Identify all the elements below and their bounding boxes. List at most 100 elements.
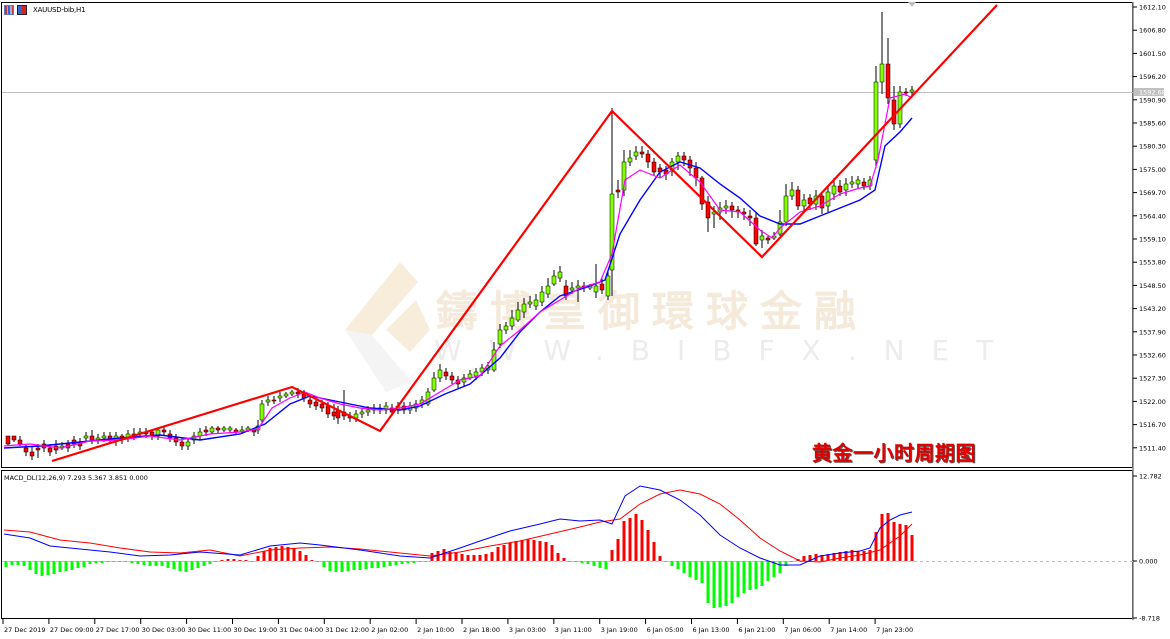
price-tick-label: 1606.80	[1139, 27, 1166, 35]
macd-histogram-bar	[856, 551, 860, 561]
macd-histogram-bar	[802, 556, 806, 561]
macd-histogram-bar	[346, 561, 350, 571]
candle-body	[645, 153, 651, 163]
macd-histogram-bar	[304, 555, 308, 561]
price-axis[interactable]: 1612.10 1606.80 1601.50 1596.20 1590.90 1585.…	[1133, 4, 1166, 453]
macd-histogram-bar	[520, 540, 524, 561]
macd-histogram-bar	[766, 561, 770, 581]
macd-histogram-bar	[298, 551, 302, 561]
chart-title: XAUUSD-bib,H1	[33, 6, 86, 14]
candle-body	[313, 401, 319, 407]
candle-body	[909, 89, 915, 93]
macd-histogram-bar	[556, 553, 560, 561]
macd-histogram-bar	[28, 561, 32, 570]
macd-histogram-bar	[736, 561, 740, 597]
macd-histogram-bar	[190, 561, 194, 570]
symbol-icon[interactable]	[17, 5, 27, 15]
macd-histogram-bar	[382, 561, 386, 567]
candle-body	[449, 375, 455, 381]
macd-histogram-bar	[826, 554, 830, 561]
macd-histogram-bar	[724, 561, 728, 606]
macd-histogram-bar	[436, 551, 440, 561]
macd-histogram-bar	[256, 556, 260, 561]
time-tick-label: 2 Jan 10:00	[417, 626, 454, 634]
macd-histogram-bar	[424, 561, 428, 562]
price-tick-label: 1596.20	[1139, 73, 1166, 81]
price-tick-label: 1532.60	[1139, 352, 1166, 360]
macd-histogram-bar	[166, 561, 170, 568]
macd-histogram-bar	[316, 561, 320, 562]
macd-histogram-bar	[832, 553, 836, 561]
macd-histogram-bar	[574, 561, 578, 562]
macd-histogram-bar	[730, 561, 734, 603]
candle-body	[295, 391, 301, 395]
macd-histogram-bar	[118, 561, 122, 562]
macd-histogram-bar	[322, 561, 326, 567]
macd-histogram-bar	[760, 561, 764, 586]
macd-histogram-bar	[100, 561, 104, 563]
macd-histogram-bar	[526, 539, 530, 561]
price-tick-label: 1548.50	[1139, 282, 1166, 290]
macd-histogram-bar	[172, 561, 176, 569]
macd-histogram-bar	[886, 513, 890, 561]
macd-histogram-bar	[484, 554, 488, 561]
macd-histogram-bar	[652, 542, 656, 561]
candle-body	[705, 201, 711, 219]
price-tick-label: 1516.70	[1139, 421, 1166, 429]
candle-body	[265, 399, 271, 403]
candle-body	[325, 405, 331, 415]
macd-histogram-bar	[460, 554, 464, 561]
price-tick-label: 1559.10	[1139, 236, 1166, 244]
candle-body	[651, 161, 657, 173]
macd-histogram-bar	[448, 552, 452, 561]
macd-histogram-bar	[76, 561, 80, 568]
candle-body	[789, 189, 795, 197]
candle-body	[443, 371, 449, 377]
macd-histogram-bar	[694, 561, 698, 580]
macd-histogram-bar	[472, 555, 476, 561]
zigzag-line[interactable]	[51, 4, 998, 463]
time-tick-label: 3 Jan 11:00	[555, 626, 592, 634]
main-pane-border	[1, 2, 1133, 468]
chart-annotation: 黄金一小时周期图	[812, 441, 976, 465]
macd-histogram-bar	[196, 561, 200, 568]
macd-histogram-bar	[148, 561, 152, 566]
candle-body	[723, 205, 729, 209]
candle-body	[359, 411, 365, 415]
chart-window-icon[interactable]	[4, 5, 14, 15]
macd-histogram-bar	[508, 543, 512, 561]
macd-histogram-bar	[286, 547, 290, 561]
candle-body	[11, 435, 17, 441]
macd-histogram-bar	[364, 561, 368, 569]
candle-body	[47, 447, 53, 453]
candle-body	[365, 409, 371, 413]
price-tick-label: 1527.30	[1139, 375, 1166, 383]
macd-histogram-bar	[580, 561, 584, 563]
time-tick-label: 2 Jan 02:00	[371, 626, 408, 634]
macd-histogram-bar	[274, 547, 278, 561]
candle-body	[699, 177, 705, 205]
time-tick-label: 7 Jan 06:00	[784, 626, 821, 634]
candle-body	[5, 435, 11, 445]
time-tick-label: 30 Dec 19:00	[234, 626, 278, 634]
macd-histogram-bar	[778, 561, 782, 573]
macd-histogram-bar	[772, 561, 776, 577]
price-tick-label: 1585.60	[1139, 120, 1166, 128]
time-axis[interactable]: 27 Dec 2019 27 Dec 09:00 27 Dec 17:00 30 De…	[2, 619, 913, 634]
candle-body	[831, 185, 837, 195]
macd-histogram-bar	[646, 530, 650, 561]
macd-histogram-bar	[862, 551, 866, 561]
macd-histogram-bar	[562, 558, 566, 561]
current-price-label: 1592.68	[1139, 89, 1166, 97]
watermark-english: WWW.BIBFX.NET	[434, 334, 1021, 367]
candle-body	[289, 391, 295, 395]
candle-body	[873, 81, 879, 161]
macd-histogram-bar	[160, 561, 164, 566]
moving-averages-layer	[3, 93, 913, 449]
macd-histogram-bar	[454, 553, 458, 561]
macd-histogram-bar	[340, 561, 344, 572]
candle-body	[801, 199, 807, 207]
macd-histogram-bar	[112, 561, 116, 562]
candle-body	[753, 217, 759, 245]
